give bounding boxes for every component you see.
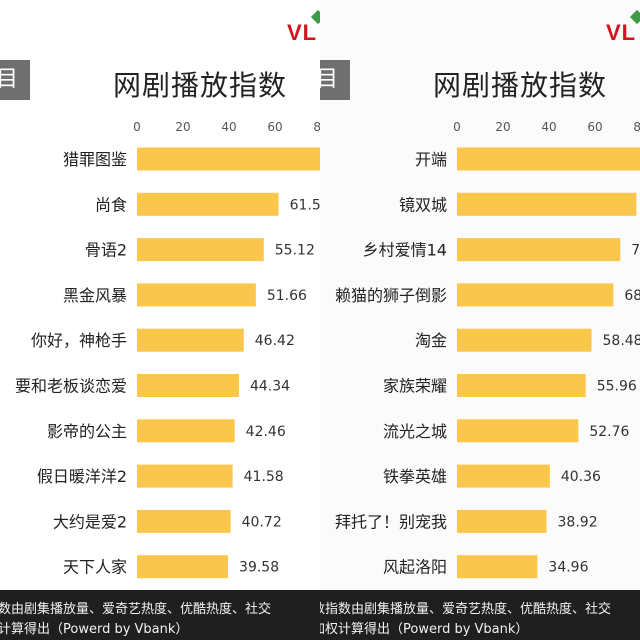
x-tick-label: 80	[633, 120, 640, 134]
category-label: 尚食	[95, 195, 127, 214]
bar	[137, 509, 231, 533]
bar	[457, 419, 579, 443]
category-label: 你好，神枪手	[31, 331, 127, 350]
data-label: 55.12	[275, 243, 315, 259]
vlinkage-logo: VL	[606, 20, 637, 45]
bar	[457, 238, 621, 262]
data-label: 44.34	[250, 379, 290, 395]
corner-tag: 目	[320, 60, 350, 100]
category-label: 开端	[415, 150, 447, 169]
category-label: 镜双城	[399, 195, 447, 214]
data-label: 46.42	[255, 333, 295, 349]
bar	[137, 328, 244, 352]
bar	[137, 374, 239, 397]
bar	[457, 328, 592, 352]
chart-title: 网剧播放指数	[112, 69, 287, 102]
bar	[137, 238, 264, 262]
bar	[137, 419, 235, 443]
data-label: 39.58	[239, 560, 279, 576]
bar	[457, 283, 614, 307]
caption-line: 数指数由剧集播放量、爱奇艺热度、优酷热度、社交	[0, 602, 272, 617]
x-tick-label: 0	[453, 120, 461, 134]
x-tick-label: 40	[221, 120, 236, 134]
bar	[137, 555, 229, 579]
data-label: 55.96	[597, 379, 637, 395]
x-tick-label: 60	[587, 120, 602, 134]
bar	[457, 192, 637, 216]
category-label: 黑金风暴	[63, 286, 127, 305]
category-label: 赖猫的狮子倒影	[335, 286, 447, 305]
data-label: 41.58	[244, 469, 284, 485]
right-chart-panel: 目 网剧播放指数 VL 020406080开端镜双城7乡村爱情1471.赖猫的狮…	[320, 0, 640, 590]
vlinkage-logo: VL	[287, 20, 318, 45]
data-label: 61.56	[290, 197, 320, 213]
x-tick-label: 60	[267, 120, 282, 134]
data-label: 52.76	[589, 424, 629, 440]
bar-chart: 020406080开端镜双城7乡村爱情1471.赖猫的狮子倒影68.0淘金58.…	[335, 120, 640, 579]
bar	[457, 555, 538, 579]
bar	[137, 464, 233, 488]
category-label: 家族荣耀	[383, 377, 447, 396]
x-tick-label: 40	[541, 120, 556, 134]
category-label: 铁拳英雄	[383, 467, 447, 486]
category-label: 骨语2	[85, 241, 127, 260]
category-label: 大约是爱2	[53, 512, 127, 531]
bar	[457, 509, 547, 533]
caption-line: 加权计算得出（Powerd by Vbank）	[0, 622, 189, 637]
caption-line: 数指数由剧集播放量、爱奇艺热度、优酷热度、社交	[320, 602, 612, 617]
category-label: 影帝的公主	[47, 422, 127, 441]
caption-line: 加权计算得出（Powerd by Vbank）	[320, 622, 529, 637]
data-label: 40.72	[242, 514, 282, 530]
bar	[137, 192, 279, 216]
x-tick-label: 20	[495, 120, 510, 134]
data-label: 58.48	[603, 333, 640, 349]
data-label: 40.36	[561, 469, 601, 485]
caption-right: 数指数由剧集播放量、爱奇艺热度、优酷热度、社交 加权计算得出（Powerd by…	[320, 590, 640, 640]
x-tick-label: 20	[175, 120, 190, 134]
chart-title: 网剧播放指数	[432, 69, 607, 102]
bar	[457, 464, 550, 488]
bar	[457, 374, 586, 397]
category-label: 乡村爱情14	[363, 241, 447, 260]
data-label: 38.92	[558, 514, 598, 530]
bar	[137, 283, 256, 307]
x-tick-label: 80	[313, 120, 320, 134]
x-tick-label: 0	[133, 120, 141, 134]
data-label: 42.46	[246, 424, 286, 440]
category-label: 拜托了！别宠我	[335, 512, 447, 531]
category-label: 天下人家	[63, 558, 127, 577]
caption-bar: 数指数由剧集播放量、爱奇艺热度、优酷热度、社交 加权计算得出（Powerd by…	[0, 590, 640, 640]
category-label: 淘金	[415, 331, 447, 350]
bar	[137, 147, 320, 171]
data-label: 71.	[631, 243, 640, 259]
data-label: 68.0	[624, 288, 640, 304]
corner-tag: 目	[0, 60, 30, 100]
category-label: 假日暖洋洋2	[37, 467, 127, 486]
category-label: 流光之城	[383, 422, 447, 441]
category-label: 要和老板谈恋爱	[15, 377, 127, 396]
bar	[457, 147, 640, 171]
category-label: 猎罪图鉴	[63, 150, 127, 169]
data-label: 34.96	[548, 560, 588, 576]
caption-left: 数指数由剧集播放量、爱奇艺热度、优酷热度、社交 加权计算得出（Powerd by…	[0, 590, 320, 640]
data-label: 51.66	[267, 288, 307, 304]
category-label: 风起洛阳	[383, 558, 447, 577]
